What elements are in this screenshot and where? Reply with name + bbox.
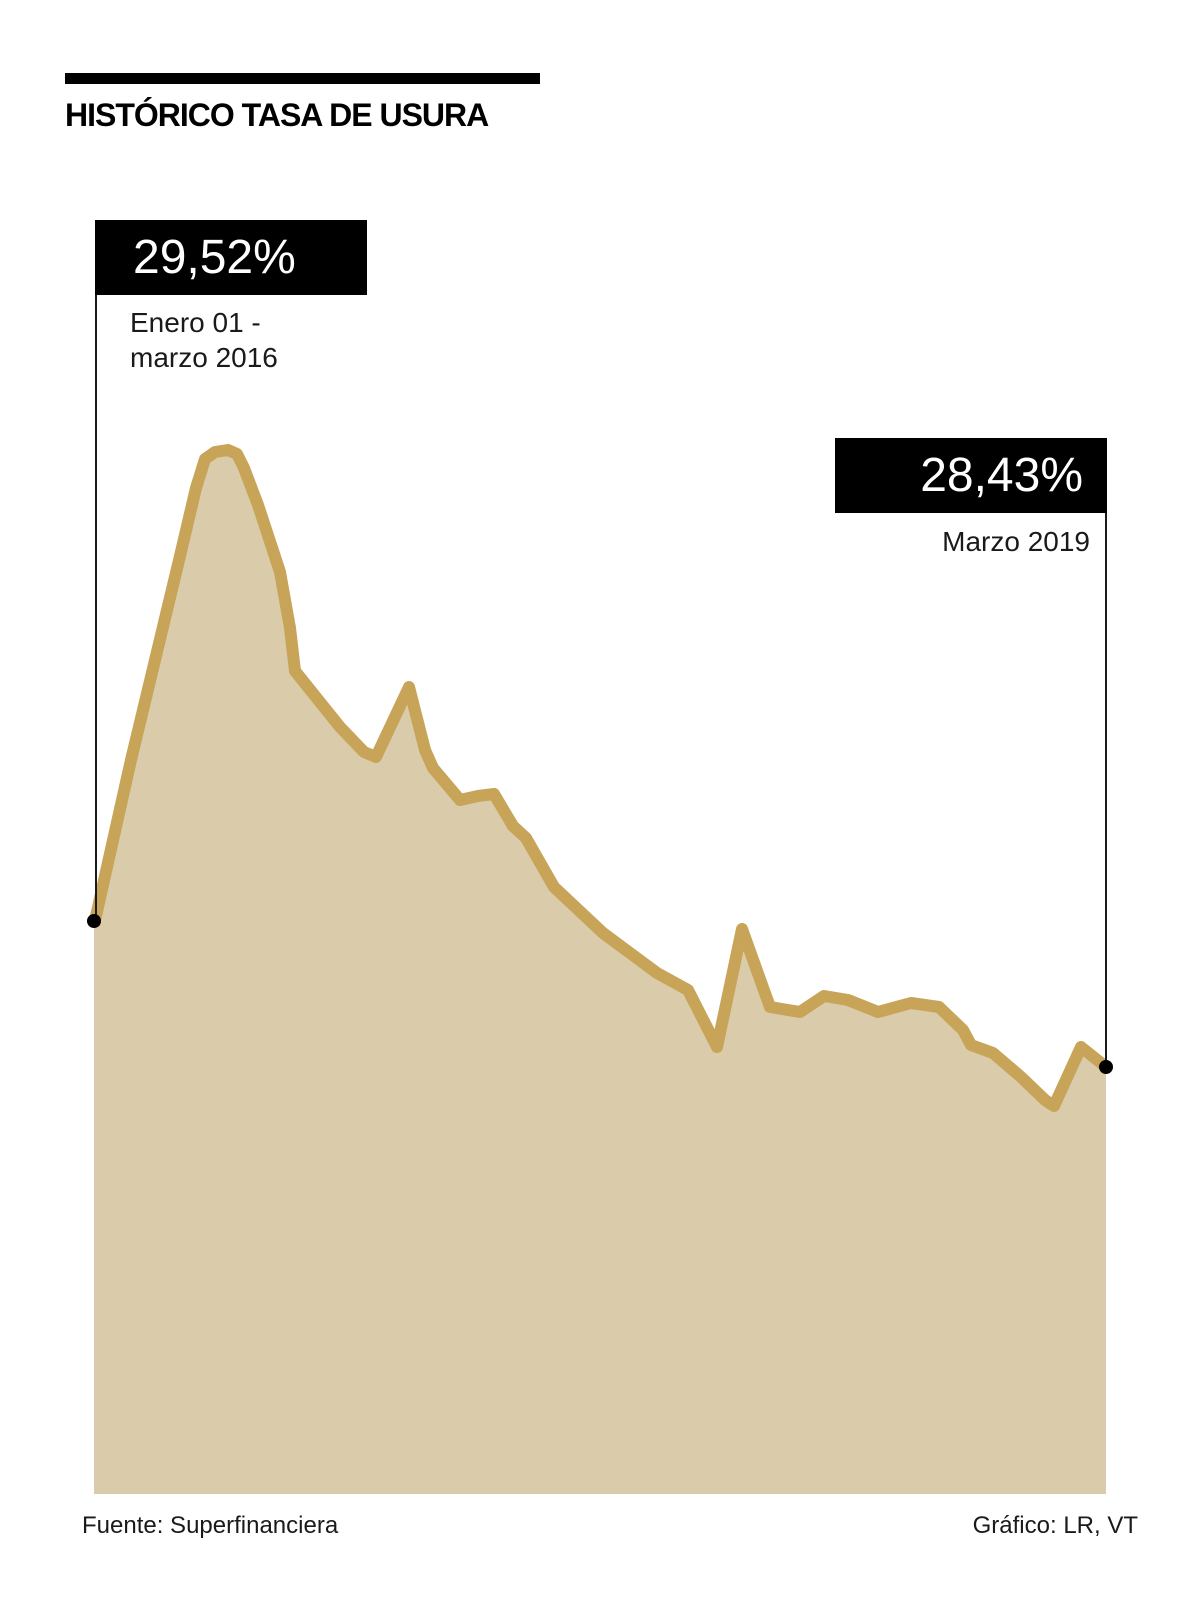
area-fill: [94, 450, 1106, 1494]
end-marker-dot: [1099, 1060, 1113, 1074]
credit-label: Gráfico: LR, VT: [972, 1512, 1138, 1539]
end-value-callout: 28,43%: [835, 438, 1107, 513]
end-value: 28,43%: [920, 449, 1083, 502]
start-value-callout: 29,52%: [95, 220, 367, 295]
title-rule: [65, 73, 540, 84]
start-period-label: Enero 01 - marzo 2016: [130, 305, 278, 375]
start-marker-dot: [87, 914, 101, 928]
end-period-label: Marzo 2019: [942, 526, 1090, 557]
page-title: HISTÓRICO TASA DE USURA: [65, 97, 489, 133]
start-period-line1: Enero 01 -: [130, 307, 261, 338]
source-label: Fuente: Superfinanciera: [82, 1512, 339, 1539]
start-period-line2: marzo 2016: [130, 342, 278, 373]
start-value: 29,52%: [133, 231, 296, 284]
rate-line: [88, 444, 1110, 1112]
